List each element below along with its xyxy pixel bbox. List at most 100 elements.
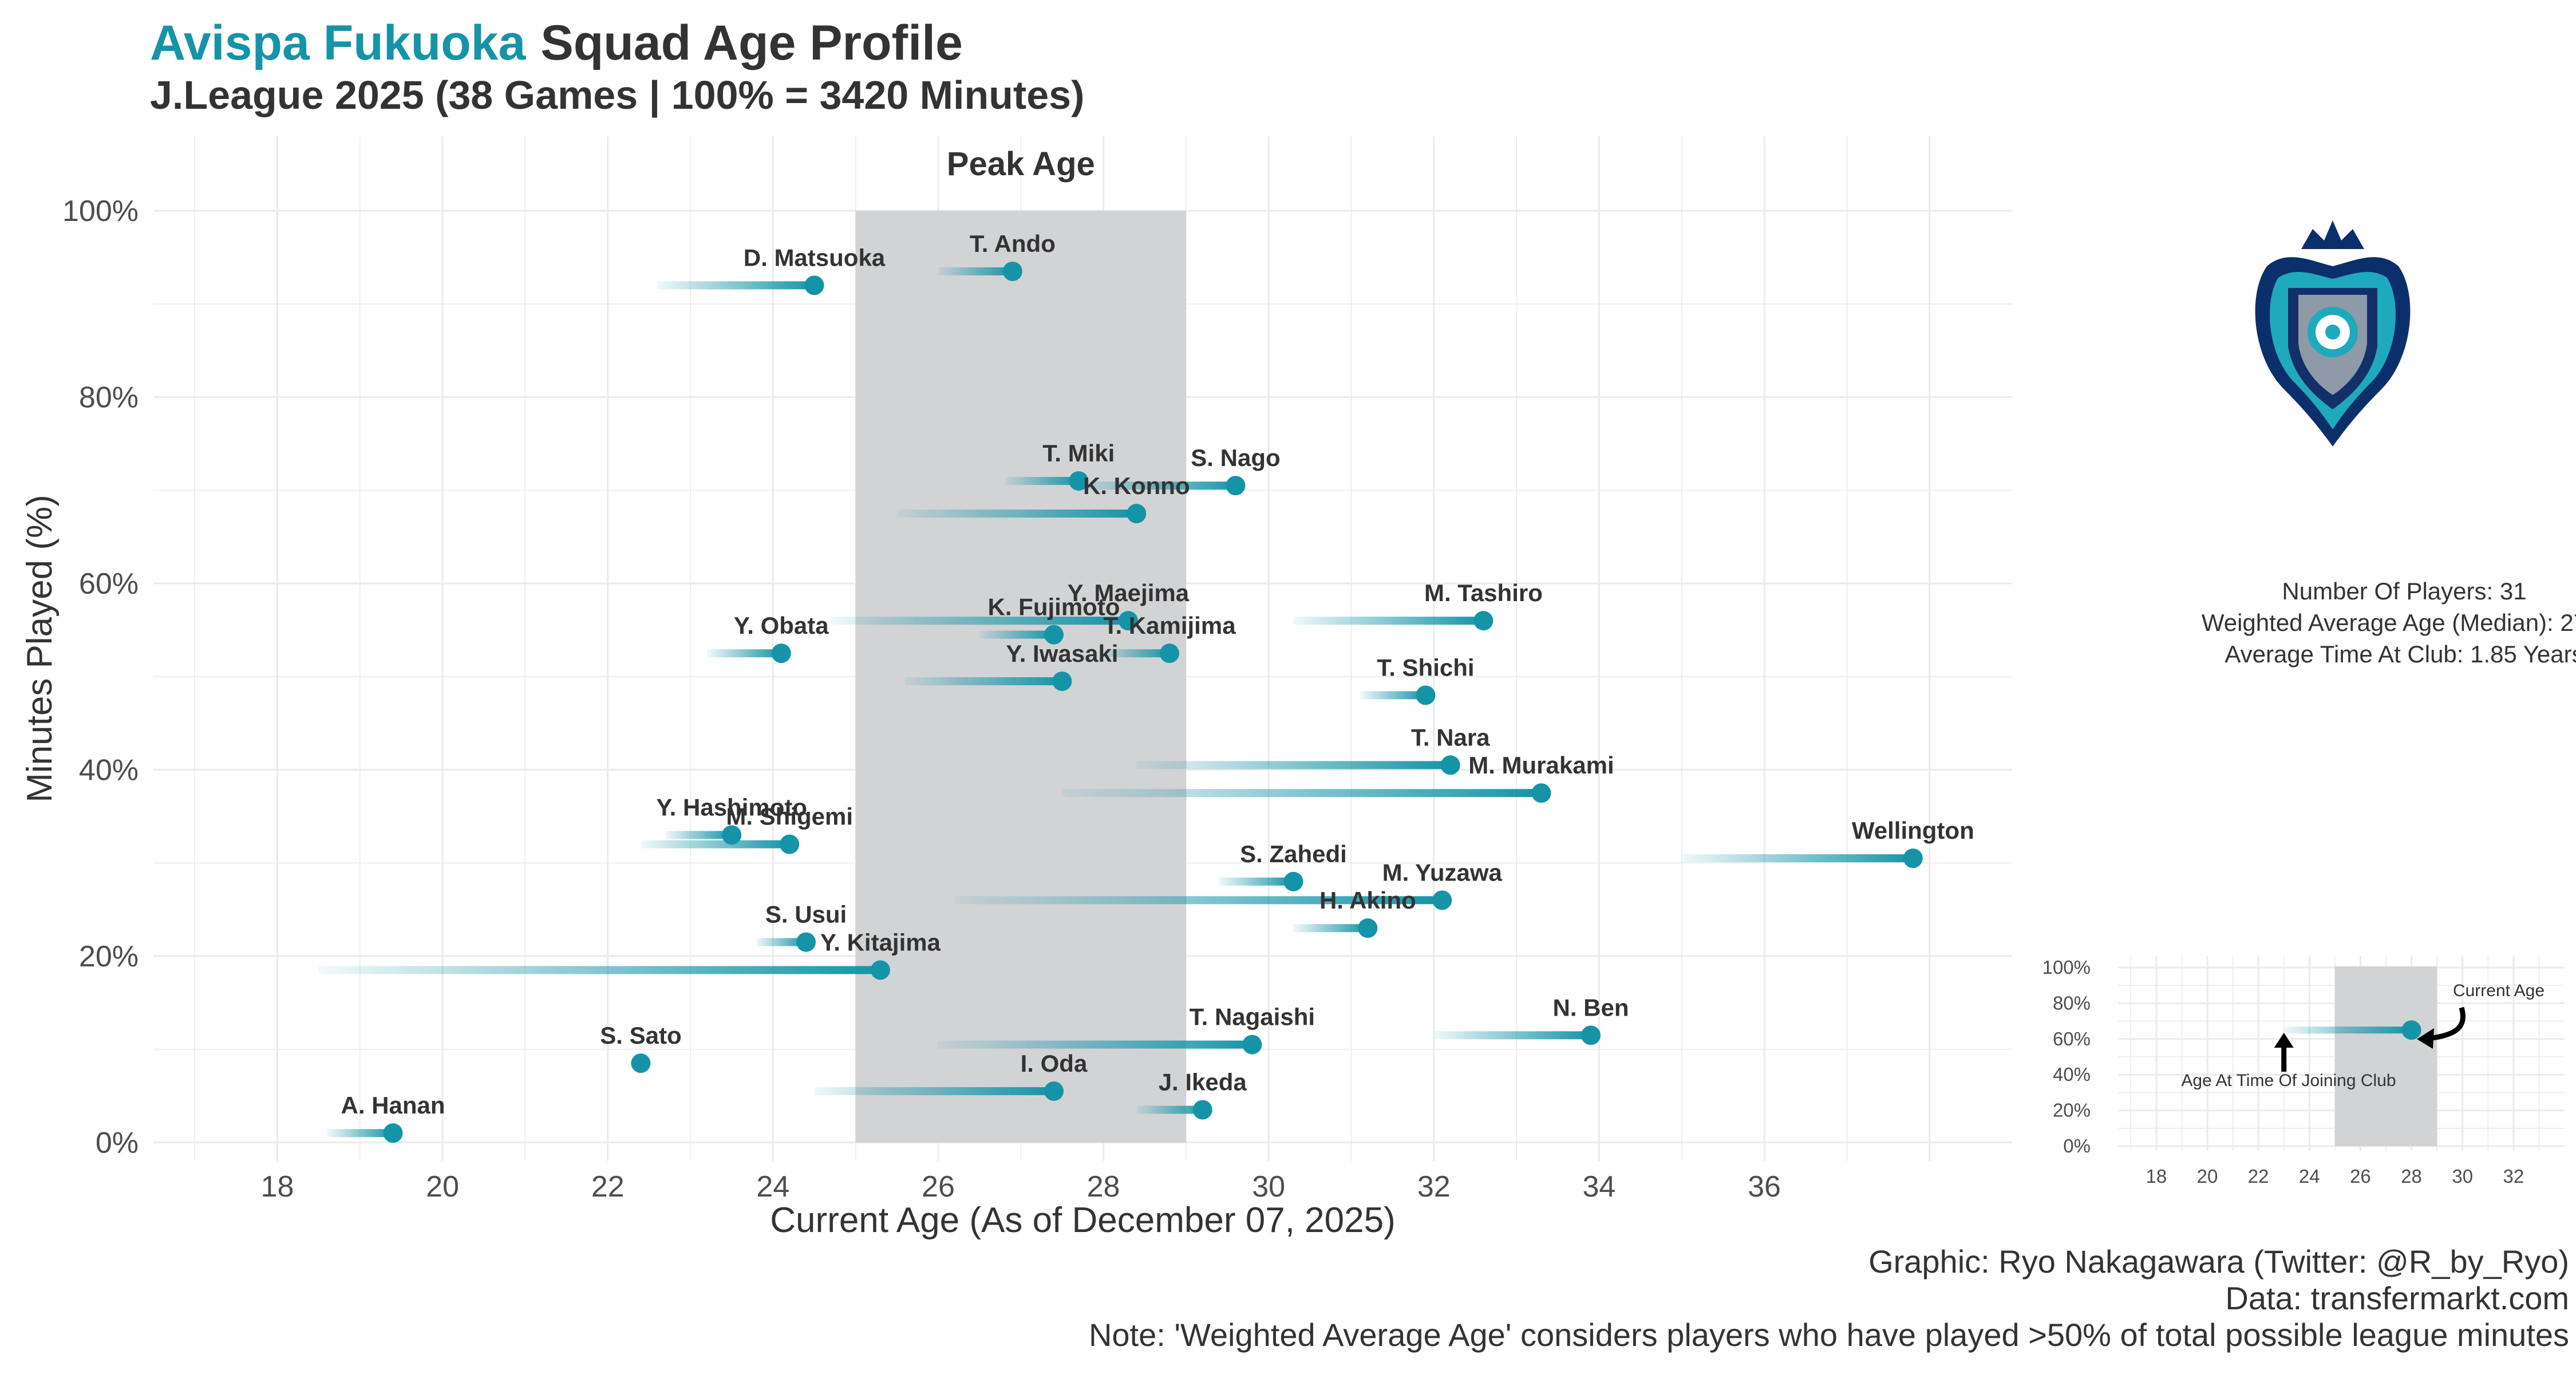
- legend-x-tick: 30: [2452, 1166, 2473, 1187]
- legend-x-tick: 32: [2503, 1166, 2524, 1187]
- tenure-segment: [1136, 1105, 1203, 1114]
- player-label: K. Fujimoto: [988, 594, 1120, 621]
- tenure-segment: [1103, 649, 1170, 658]
- tenure-segment: [938, 267, 1013, 275]
- legend-plot: 18 20 22 24 26 28 30 32 0% 20% 40% 60% 80% 100% Curren…: [2042, 956, 2565, 1187]
- title-rest: Squad Age Profile: [540, 15, 963, 70]
- peak-age-label: Peak Age: [947, 145, 1095, 183]
- player-label: Y. Kitajima: [820, 929, 941, 956]
- y-axis-ticks: 0% 20% 40% 60% 80% 100%: [62, 195, 139, 1159]
- tenure-segment: [1078, 481, 1236, 490]
- x-tick-label: 24: [756, 1170, 789, 1203]
- player-point: [1226, 476, 1246, 496]
- player-label: T. Nara: [1411, 724, 1490, 751]
- player-label: T. Nagaishi: [1190, 1004, 1315, 1030]
- x-tick-label: 34: [1583, 1170, 1616, 1203]
- footer: Graphic: Ryo Nakagawara (Twitter: @R_by_…: [1089, 1243, 2569, 1353]
- legend-y-tick: 80%: [2053, 992, 2091, 1013]
- legend-x-tick: 28: [2401, 1166, 2422, 1187]
- player-point: [1044, 625, 1064, 645]
- player-point: [1473, 611, 1494, 631]
- y-tick-label: 0%: [96, 1126, 139, 1159]
- player-point: [1358, 918, 1378, 938]
- team-name: Avispa Fukuoka: [150, 15, 526, 70]
- tenure-segment: [1062, 789, 1542, 797]
- x-tick-label: 28: [1087, 1170, 1120, 1203]
- tenure-segment: [1293, 617, 1484, 625]
- player-point: [1440, 755, 1460, 775]
- player-point: [1581, 1025, 1601, 1045]
- chart-subtitle: J.League 2025 (38 Games | 100% = 3420 Mi…: [150, 73, 1085, 117]
- player-point: [1044, 1081, 1064, 1101]
- legend-y-tick: 20%: [2053, 1100, 2091, 1121]
- player-point: [383, 1123, 403, 1143]
- legend-y-tick: 100%: [2042, 957, 2091, 978]
- main-plot: Peak Age 18 20 22 24 26 28 30 32 34 36 0% 20% 40% 60% 8…: [20, 136, 2012, 1240]
- tenure-segment: [954, 896, 1443, 905]
- player-label: Wellington: [1852, 817, 1974, 844]
- grid-lines: [153, 136, 2012, 1161]
- summary-stats: Number Of Players: 31 Weighted Average A…: [2095, 575, 2576, 670]
- legend-x-tick: 20: [2197, 1166, 2218, 1187]
- player-label: S. Zahedi: [1240, 840, 1347, 867]
- player-label: D. Matsuoka: [744, 244, 886, 271]
- player-label: J. Ikeda: [1159, 1069, 1247, 1096]
- tenure-segment: [979, 630, 1054, 639]
- player-label: T. Miki: [1042, 440, 1115, 467]
- x-axis-label: Current Age (As of December 07, 2025): [770, 1201, 1395, 1240]
- x-tick-label: 32: [1417, 1170, 1451, 1203]
- y-tick-label: 60%: [79, 567, 139, 601]
- footnote: Note: 'Weighted Average Age' considers p…: [1088, 1317, 2569, 1353]
- club-crest: [2255, 220, 2411, 447]
- player-label: Y. Hashimoto: [656, 793, 807, 820]
- tenure-segment: [1136, 761, 1451, 769]
- player-point: [804, 275, 824, 295]
- player-label: M. Murakami: [1468, 752, 1614, 779]
- player-label: K. Konno: [1083, 472, 1190, 499]
- player-point: [1283, 871, 1303, 891]
- legend-x-tick: 22: [2248, 1166, 2269, 1187]
- tenure-segment: [1219, 877, 1294, 886]
- player-point: [1242, 1035, 1262, 1055]
- tenure-segment: [327, 1129, 393, 1138]
- player-point: [796, 932, 816, 952]
- player-label: T. Kamijima: [1103, 612, 1236, 639]
- x-tick-label: 26: [922, 1170, 955, 1203]
- y-tick-label: 20%: [79, 940, 139, 973]
- player-label: H. Akino: [1319, 887, 1416, 914]
- x-tick-label: 30: [1252, 1170, 1285, 1203]
- x-tick-label: 18: [261, 1170, 294, 1203]
- tenure-segment: [1681, 854, 1913, 863]
- tenure-segment: [318, 966, 880, 974]
- data-source: Data: transfermarkt.com: [2225, 1280, 2569, 1316]
- tenure-segment: [814, 1087, 1054, 1095]
- legend-joined-age-label: Age At Time Of Joining Club: [2181, 1071, 2396, 1090]
- legend-y-tick: 0%: [2063, 1135, 2091, 1156]
- player-label: A. Hanan: [341, 1092, 445, 1119]
- y-tick-label: 100%: [62, 195, 139, 228]
- tenure-segment: [1359, 691, 1426, 700]
- tenure-segment: [896, 510, 1137, 518]
- legend-x-tick: 18: [2146, 1166, 2167, 1187]
- player-label: T. Ando: [970, 230, 1056, 257]
- weighted-age: Weighted Average Age (Median): 27.5: [2201, 609, 2576, 636]
- player-point: [870, 960, 890, 980]
- player-point: [1160, 643, 1180, 664]
- legend-x-tick: 24: [2299, 1166, 2320, 1187]
- player-label: S. Usui: [765, 901, 847, 928]
- player-label: Y. Iwasaki: [1006, 640, 1118, 667]
- legend-tenure-segment: [2283, 1026, 2412, 1034]
- legend-y-tick: 60%: [2053, 1028, 2091, 1049]
- tenure-segment: [1293, 924, 1368, 933]
- player-label: N. Ben: [1553, 994, 1629, 1021]
- legend-x-tick: 26: [2350, 1166, 2371, 1187]
- player-label: M. Yuzawa: [1382, 859, 1503, 886]
- y-tick-label: 40%: [79, 754, 139, 787]
- player-point: [1531, 783, 1551, 803]
- player-label: Y. Obata: [734, 612, 829, 639]
- player-point: [1118, 611, 1138, 631]
- player-point: [771, 643, 791, 664]
- tenure-segment: [706, 649, 781, 658]
